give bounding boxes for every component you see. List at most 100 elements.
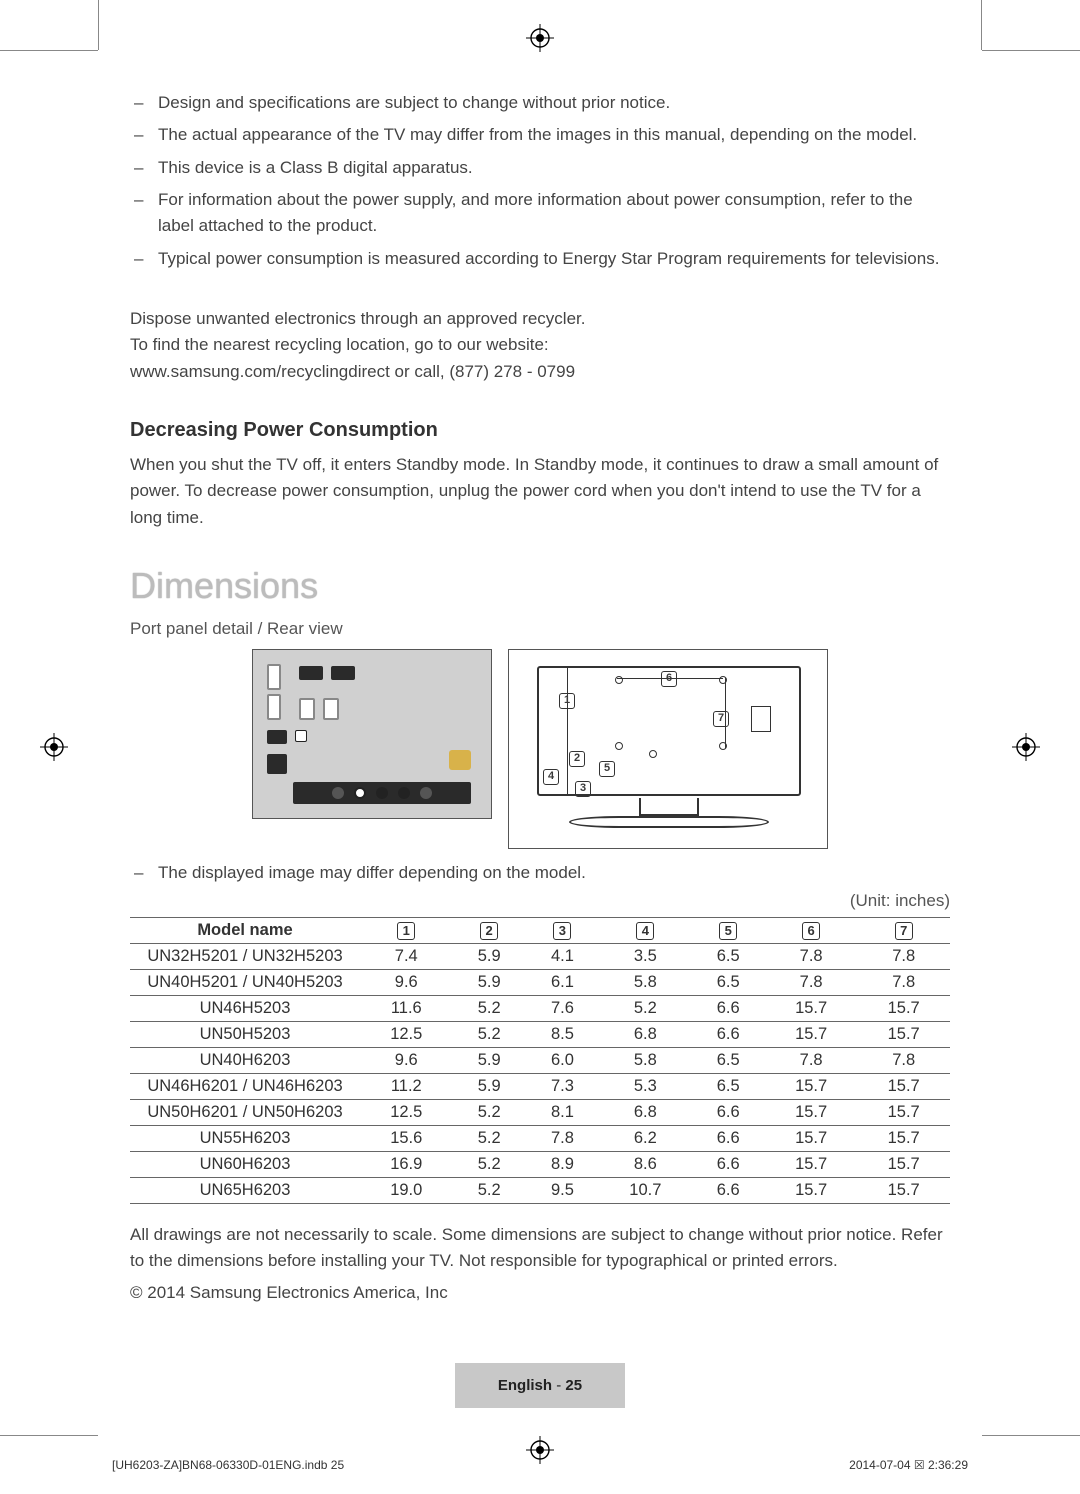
registration-mark-icon xyxy=(1012,733,1040,761)
cell-value: 6.5 xyxy=(692,944,765,970)
cell-value: 5.2 xyxy=(599,996,692,1022)
cell-value: 6.6 xyxy=(692,1126,765,1152)
trim-mark xyxy=(0,1435,98,1436)
unit-label: (Unit: inches) xyxy=(130,891,950,911)
cell-model: UN32H5201 / UN32H5203 xyxy=(130,944,360,970)
dimensions-title: Dimensions xyxy=(130,565,950,607)
cell-value: 10.7 xyxy=(599,1178,692,1204)
cell-value: 6.6 xyxy=(692,996,765,1022)
port-panel-diagram xyxy=(252,649,492,819)
cell-value: 7.8 xyxy=(857,1048,950,1074)
list-item: The actual appearance of the TV may diff… xyxy=(130,122,950,148)
cell-value: 5.8 xyxy=(599,1048,692,1074)
dimensions-table: Model name 1 2 3 4 5 6 7 UN32H5201 / UN3… xyxy=(130,917,950,1204)
registration-mark-icon xyxy=(526,1436,554,1464)
cell-value: 5.9 xyxy=(453,1074,526,1100)
cell-model: UN65H6203 xyxy=(130,1178,360,1204)
list-item: Typical power consumption is measured ac… xyxy=(130,246,950,272)
cell-value: 5.9 xyxy=(453,944,526,970)
cell-value: 6.1 xyxy=(526,970,599,996)
list-item: For information about the power supply, … xyxy=(130,187,950,240)
col-5: 5 xyxy=(692,918,765,944)
cell-value: 8.9 xyxy=(526,1152,599,1178)
cell-value: 15.7 xyxy=(857,1022,950,1048)
list-item: The displayed image may differ depending… xyxy=(130,863,950,883)
cell-value: 15.7 xyxy=(765,1152,858,1178)
list-item: Design and specifications are subject to… xyxy=(130,90,950,116)
cell-value: 5.2 xyxy=(453,1178,526,1204)
footer-page: 25 xyxy=(565,1377,582,1394)
cell-value: 12.5 xyxy=(360,1022,453,1048)
cell-value: 15.7 xyxy=(765,1022,858,1048)
cell-value: 5.2 xyxy=(453,1126,526,1152)
footer-sep: - xyxy=(552,1377,565,1394)
dimensions-disclaimer: All drawings are not necessarily to scal… xyxy=(130,1222,950,1275)
cell-model: UN50H5203 xyxy=(130,1022,360,1048)
page-footer: English - 25 xyxy=(455,1363,625,1408)
cell-value: 15.7 xyxy=(765,1178,858,1204)
cell-value: 19.0 xyxy=(360,1178,453,1204)
recycle-line: Dispose unwanted electronics through an … xyxy=(130,306,950,332)
cell-value: 6.5 xyxy=(692,1074,765,1100)
col-4: 4 xyxy=(599,918,692,944)
cell-value: 15.7 xyxy=(765,996,858,1022)
cell-value: 15.7 xyxy=(857,1100,950,1126)
cell-value: 6.0 xyxy=(526,1048,599,1074)
trim-mark xyxy=(981,0,982,50)
cell-value: 7.8 xyxy=(765,944,858,970)
cell-value: 15.7 xyxy=(857,1178,950,1204)
cell-value: 9.5 xyxy=(526,1178,599,1204)
cell-value: 6.8 xyxy=(599,1022,692,1048)
page-content: Design and specifications are subject to… xyxy=(130,90,950,1303)
cell-model: UN60H6203 xyxy=(130,1152,360,1178)
copyright: © 2014 Samsung Electronics America, Inc xyxy=(130,1283,950,1303)
cell-value: 15.7 xyxy=(765,1074,858,1100)
col-3: 3 xyxy=(526,918,599,944)
cell-value: 7.8 xyxy=(765,970,858,996)
cell-value: 6.6 xyxy=(692,1022,765,1048)
registration-mark-icon xyxy=(40,733,68,761)
table-row: UN50H6201 / UN50H620312.55.28.16.86.615.… xyxy=(130,1100,950,1126)
col-7: 7 xyxy=(857,918,950,944)
cell-value: 7.8 xyxy=(857,944,950,970)
table-row: UN32H5201 / UN32H52037.45.94.13.56.57.87… xyxy=(130,944,950,970)
cell-value: 15.7 xyxy=(765,1100,858,1126)
registration-mark-icon xyxy=(526,24,554,52)
cell-value: 5.2 xyxy=(453,996,526,1022)
power-body: When you shut the TV off, it enters Stan… xyxy=(130,452,950,531)
cell-value: 11.6 xyxy=(360,996,453,1022)
cell-value: 11.2 xyxy=(360,1074,453,1100)
diagram-note: The displayed image may differ depending… xyxy=(130,863,950,883)
trim-mark xyxy=(982,1435,1080,1436)
cell-value: 5.2 xyxy=(453,1100,526,1126)
cell-value: 9.6 xyxy=(360,1048,453,1074)
footer-lang: English xyxy=(498,1377,552,1394)
cell-value: 5.8 xyxy=(599,970,692,996)
cell-value: 15.7 xyxy=(857,1126,950,1152)
cell-value: 16.9 xyxy=(360,1152,453,1178)
cell-value: 7.8 xyxy=(526,1126,599,1152)
cell-value: 6.5 xyxy=(692,1048,765,1074)
cell-value: 15.7 xyxy=(857,1074,950,1100)
cell-value: 9.6 xyxy=(360,970,453,996)
print-meta-left: [UH6203-ZA]BN68-06330D-01ENG.indb 25 xyxy=(112,1458,344,1472)
rear-view-diagram: 1 2 3 4 5 6 7 xyxy=(508,649,828,849)
cell-model: UN40H6203 xyxy=(130,1048,360,1074)
cell-value: 6.6 xyxy=(692,1100,765,1126)
col-6: 6 xyxy=(765,918,858,944)
table-row: UN40H5201 / UN40H52039.65.96.15.86.57.87… xyxy=(130,970,950,996)
trim-mark xyxy=(982,50,1080,51)
power-heading: Decreasing Power Consumption xyxy=(130,419,950,442)
cell-value: 15.7 xyxy=(857,996,950,1022)
print-meta-right: 2014-07-04 ☒ 2:36:29 xyxy=(849,1458,968,1472)
notice-list: Design and specifications are subject to… xyxy=(130,90,950,272)
diagram-row: 1 2 3 4 5 6 7 xyxy=(130,649,950,849)
cell-model: UN40H5201 / UN40H5203 xyxy=(130,970,360,996)
list-item: This device is a Class B digital apparat… xyxy=(130,155,950,181)
cell-value: 5.3 xyxy=(599,1074,692,1100)
recycle-line: To find the nearest recycling location, … xyxy=(130,332,950,358)
cell-value: 7.6 xyxy=(526,996,599,1022)
cell-value: 7.3 xyxy=(526,1074,599,1100)
dimensions-subtitle: Port panel detail / Rear view xyxy=(130,619,950,639)
table-header-row: Model name 1 2 3 4 5 6 7 xyxy=(130,918,950,944)
